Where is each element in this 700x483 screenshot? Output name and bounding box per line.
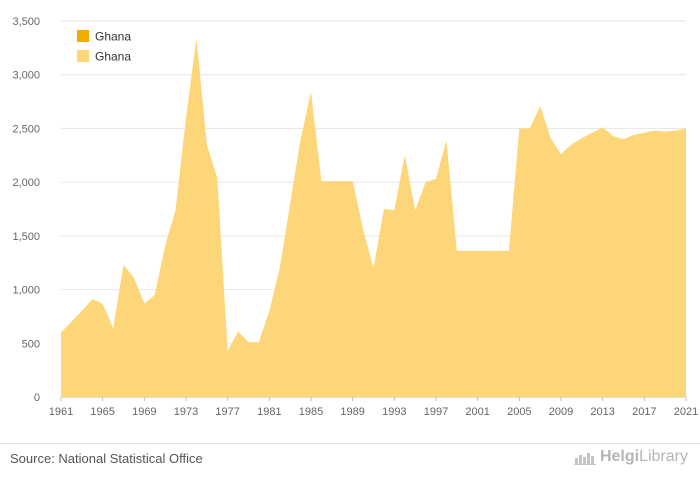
x-tick-label: 1969 (132, 406, 156, 418)
y-tick-label: 2,000 (12, 177, 40, 189)
y-axis: 0 500 1,000 1,500 2,000 2,500 3,000 3,500 (12, 16, 40, 404)
y-tick-label: 3,500 (12, 16, 40, 28)
x-tick-label: 1965 (90, 406, 114, 418)
x-tick-label: 1993 (382, 406, 406, 418)
x-tick-label: 2021 (674, 406, 698, 418)
x-axis: 1961 1965 1969 1973 1977 1981 1985 1989 1993 1997… (49, 396, 698, 418)
y-tick-label: 500 (22, 338, 40, 350)
x-tick-label: 2017 (632, 406, 656, 418)
y-tick-label: 3,000 (12, 70, 40, 82)
legend: Ghana Ghana (77, 30, 131, 64)
y-tick-label: 0 (34, 392, 40, 404)
x-tick-label: 2005 (507, 406, 531, 418)
source-note: Source: National Statistical Office (10, 451, 203, 466)
x-tick-label: 1985 (299, 406, 323, 418)
legend-swatch (77, 30, 89, 42)
y-tick-label: 1,500 (12, 231, 40, 243)
brand-part2: Library (639, 448, 688, 465)
x-tick-label: 1989 (340, 406, 364, 418)
x-tick-label: 1981 (257, 406, 281, 418)
x-tick-label: 1977 (215, 406, 239, 418)
brand-name: HelgiLibrary (600, 448, 688, 466)
legend-label: Ghana (95, 50, 131, 64)
x-tick-label: 1961 (49, 406, 73, 418)
x-tick-label: 2009 (549, 406, 573, 418)
legend-swatch (77, 50, 89, 62)
x-tick-label: 2013 (590, 406, 614, 418)
y-tick-label: 2,500 (12, 123, 40, 135)
legend-label: Ghana (95, 30, 131, 44)
series-area-ghana (61, 38, 686, 397)
x-tick-label: 1997 (424, 406, 448, 418)
helgi-library-icon (573, 453, 596, 465)
brand-logo: HelgiLibrary (573, 448, 688, 466)
x-tick-label: 2001 (465, 406, 489, 418)
footer-divider (0, 443, 700, 444)
plot-area (61, 38, 686, 397)
y-tick-label: 1,000 (12, 285, 40, 297)
x-tick-label: 1973 (174, 406, 198, 418)
brand-part1: Helgi (599, 448, 640, 465)
